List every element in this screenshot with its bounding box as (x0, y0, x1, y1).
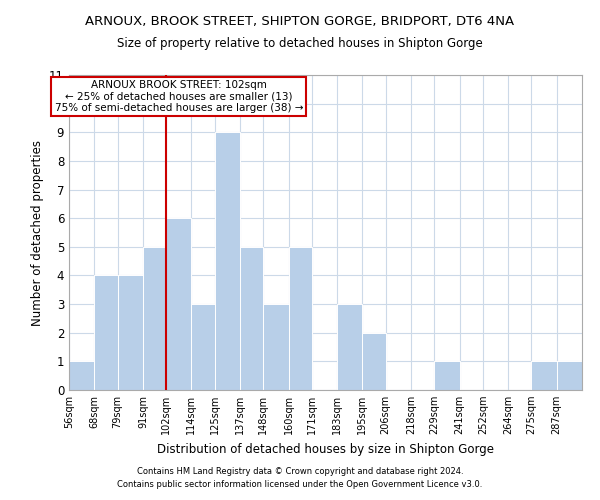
Bar (532, 362, 557, 390)
Text: Size of property relative to detached houses in Shipton Gorge: Size of property relative to detached ho… (117, 38, 483, 51)
Bar (240, 247, 263, 390)
Text: ARNOUX BROOK STREET: 102sqm
← 25% of detached houses are smaller (13)
75% of sem: ARNOUX BROOK STREET: 102sqm ← 25% of det… (55, 80, 303, 113)
Bar (434, 362, 460, 390)
Bar (263, 304, 289, 390)
Bar (69, 362, 94, 390)
Bar (215, 132, 240, 390)
Bar (94, 276, 118, 390)
Text: Contains HM Land Registry data © Crown copyright and database right 2024.: Contains HM Land Registry data © Crown c… (137, 467, 463, 476)
Text: ARNOUX, BROOK STREET, SHIPTON GORGE, BRIDPORT, DT6 4NA: ARNOUX, BROOK STREET, SHIPTON GORGE, BRI… (85, 15, 515, 28)
Bar (143, 247, 166, 390)
X-axis label: Distribution of detached houses by size in Shipton Gorge: Distribution of detached houses by size … (157, 442, 494, 456)
Bar (557, 362, 582, 390)
Bar (166, 218, 191, 390)
Bar (191, 304, 215, 390)
Bar (362, 332, 386, 390)
Text: Contains public sector information licensed under the Open Government Licence v3: Contains public sector information licen… (118, 480, 482, 489)
Y-axis label: Number of detached properties: Number of detached properties (31, 140, 44, 326)
Bar (337, 304, 362, 390)
Bar (289, 247, 312, 390)
Bar (118, 276, 143, 390)
